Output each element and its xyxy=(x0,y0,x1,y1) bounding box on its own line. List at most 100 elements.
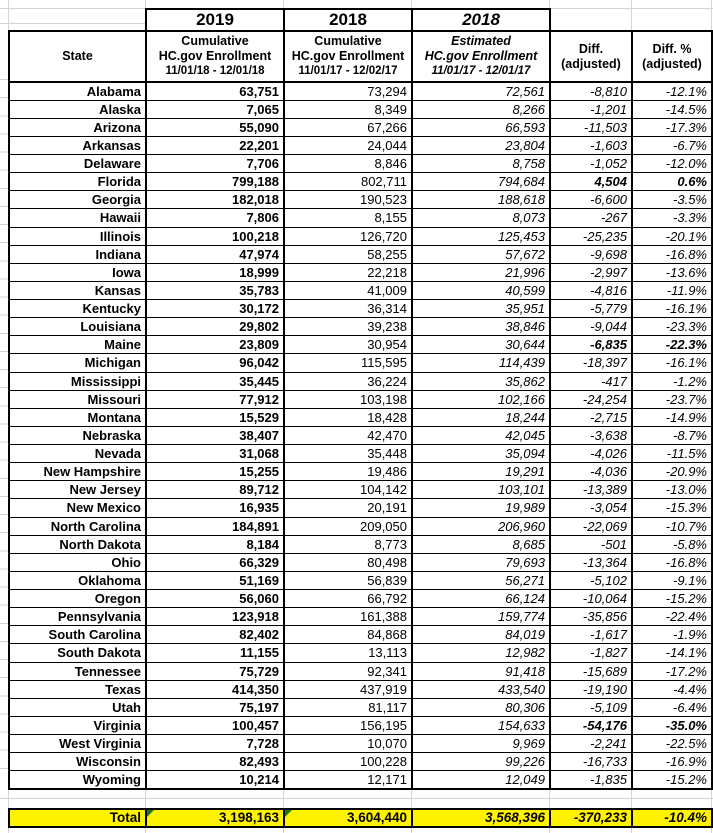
enrollment-2019-cell[interactable]: 414,350 xyxy=(145,679,285,699)
state-cell[interactable]: New Hampshire xyxy=(8,462,147,482)
diff-adjusted-cell[interactable]: -13,389 xyxy=(549,480,633,500)
enrollment-2019-cell[interactable]: 7,728 xyxy=(145,733,285,754)
enrollment-2018-estimated-cell[interactable]: 9,969 xyxy=(411,733,551,754)
enrollment-2018-cell[interactable]: 437,919 xyxy=(283,679,413,699)
diff-adjusted-cell[interactable]: -1,603 xyxy=(549,135,633,156)
enrollment-2018-cell[interactable]: 41,009 xyxy=(283,280,413,301)
empty-cell[interactable] xyxy=(632,827,712,833)
enrollment-2018-cell[interactable]: 42,470 xyxy=(283,425,413,446)
enrollment-2019-cell[interactable]: 38,407 xyxy=(145,425,285,446)
enrollment-2018-cell[interactable]: 81,117 xyxy=(283,697,413,717)
diff-adjusted-cell[interactable]: -5,779 xyxy=(549,298,633,319)
enrollment-2018-cell[interactable]: 36,314 xyxy=(283,298,413,319)
enrollment-2019-cell[interactable]: 55,090 xyxy=(145,117,285,137)
diff-adjusted-cell[interactable]: -18,397 xyxy=(549,353,633,373)
empty-cell[interactable] xyxy=(550,789,632,809)
diff-adjusted-cell[interactable]: -6,835 xyxy=(549,335,633,355)
enrollment-2018-cell[interactable]: 209,050 xyxy=(283,516,413,536)
diff-adjusted-cell[interactable]: -2,997 xyxy=(549,262,633,282)
enrollment-2018-cell[interactable]: 190,523 xyxy=(283,190,413,210)
diff-pct-adjusted-cell[interactable]: -10.7% xyxy=(631,516,713,536)
enrollment-2018-cell[interactable]: 56,839 xyxy=(283,570,413,591)
enrollment-2018-estimated-cell[interactable]: 42,045 xyxy=(411,425,551,446)
enrollment-2018-cell[interactable]: 104,142 xyxy=(283,480,413,500)
enrollment-2018-estimated-cell[interactable]: 72,561 xyxy=(411,81,551,101)
enrollment-2018-cell[interactable]: 24,044 xyxy=(283,135,413,156)
enrollment-2019-cell[interactable]: 63,751 xyxy=(145,81,285,101)
enrollment-2018-cell[interactable]: 100,228 xyxy=(283,752,413,772)
enrollment-2018-cell[interactable]: 67,266 xyxy=(283,117,413,137)
enrollment-2018-estimated-cell[interactable]: 23,804 xyxy=(411,135,551,156)
enrollment-2018-cell[interactable]: 84,868 xyxy=(283,625,413,645)
empty-cell[interactable] xyxy=(146,827,284,833)
diff-pct-adjusted-cell[interactable]: -14.5% xyxy=(631,99,713,119)
state-cell[interactable]: Mississippi xyxy=(8,371,147,391)
enrollment-2019-cell[interactable]: 15,255 xyxy=(145,462,285,482)
enrollment-2019-cell[interactable]: 23,809 xyxy=(145,335,285,355)
enrollment-2018-estimated-cell[interactable]: 19,989 xyxy=(411,498,551,518)
diff-pct-adjusted-cell[interactable]: -12.1% xyxy=(631,81,713,101)
enrollment-2019-cell[interactable]: 89,712 xyxy=(145,480,285,500)
state-cell[interactable]: Arizona xyxy=(8,117,147,137)
enrollment-2018-estimated-cell[interactable]: 79,693 xyxy=(411,552,551,572)
enrollment-2019-cell[interactable]: 123,918 xyxy=(145,607,285,627)
enrollment-2018-cell[interactable]: 22,218 xyxy=(283,262,413,282)
diff-adjusted-cell[interactable]: -1,827 xyxy=(549,643,633,663)
enrollment-2019-cell[interactable]: 182,018 xyxy=(145,190,285,210)
state-cell[interactable]: Illinois xyxy=(8,226,147,246)
state-cell[interactable]: Pennsylvania xyxy=(8,607,147,627)
enrollment-2018-estimated-cell[interactable]: 794,684 xyxy=(411,172,551,192)
diff-pct-adjusted-cell[interactable]: -35.0% xyxy=(631,715,713,736)
state-cell[interactable]: Georgia xyxy=(8,190,147,210)
enrollment-2019-cell[interactable]: 82,493 xyxy=(145,752,285,772)
empty-cell[interactable] xyxy=(146,789,284,809)
diff-adjusted-cell[interactable]: -25,235 xyxy=(549,226,633,246)
enrollment-2018-cell[interactable]: 92,341 xyxy=(283,661,413,681)
diff-pct-adjusted-cell[interactable]: -14.9% xyxy=(631,407,713,427)
enrollment-2018-estimated-cell[interactable]: 84,019 xyxy=(411,625,551,645)
diff-adjusted-cell[interactable]: -9,698 xyxy=(549,244,633,264)
empty-cell[interactable] xyxy=(9,789,146,809)
diff-adjusted-cell[interactable]: -4,036 xyxy=(549,462,633,482)
empty-cell[interactable] xyxy=(284,827,412,833)
state-cell[interactable]: Wisconsin xyxy=(8,752,147,772)
column-header-2018-estimated[interactable]: Estimated HC.gov Enrollment 11/01/17 - 1… xyxy=(411,30,551,83)
enrollment-2018-cell[interactable]: 8,846 xyxy=(283,153,413,174)
diff-adjusted-cell[interactable]: -16,733 xyxy=(549,752,633,772)
total-label-cell[interactable]: Total xyxy=(8,807,147,828)
state-cell[interactable]: South Dakota xyxy=(8,643,147,663)
diff-pct-adjusted-cell[interactable]: -4.4% xyxy=(631,679,713,699)
state-cell[interactable]: Missouri xyxy=(8,389,147,409)
diff-pct-adjusted-cell[interactable]: -17.2% xyxy=(631,661,713,681)
diff-adjusted-cell[interactable]: -11,503 xyxy=(549,117,633,137)
enrollment-2018-estimated-cell[interactable]: 38,846 xyxy=(411,317,551,337)
enrollment-2019-cell[interactable]: 51,169 xyxy=(145,570,285,591)
enrollment-2018-estimated-cell[interactable]: 35,862 xyxy=(411,371,551,391)
state-cell[interactable]: Alaska xyxy=(8,99,147,119)
diff-pct-adjusted-cell[interactable]: -3.5% xyxy=(631,190,713,210)
diff-pct-adjusted-cell[interactable]: -8.7% xyxy=(631,425,713,446)
diff-adjusted-cell[interactable]: -1,617 xyxy=(549,625,633,645)
year-header-2018-estimated[interactable]: 2018 xyxy=(411,8,551,32)
enrollment-2019-cell[interactable]: 22,201 xyxy=(145,135,285,156)
diff-adjusted-cell[interactable]: -1,201 xyxy=(549,99,633,119)
diff-adjusted-cell[interactable]: -5,109 xyxy=(549,697,633,717)
enrollment-2018-cell[interactable]: 73,294 xyxy=(283,81,413,101)
diff-pct-adjusted-cell[interactable]: -17.3% xyxy=(631,117,713,137)
diff-adjusted-cell[interactable]: -501 xyxy=(549,534,633,554)
enrollment-2019-cell[interactable]: 82,402 xyxy=(145,625,285,645)
state-cell[interactable]: Texas xyxy=(8,679,147,699)
state-cell[interactable]: Oregon xyxy=(8,588,147,609)
enrollment-2018-cell[interactable]: 161,388 xyxy=(283,607,413,627)
empty-cell[interactable] xyxy=(632,9,712,31)
diff-adjusted-cell[interactable]: -19,190 xyxy=(549,679,633,699)
diff-adjusted-cell[interactable]: -8,810 xyxy=(549,81,633,101)
enrollment-2019-cell[interactable]: 184,891 xyxy=(145,516,285,536)
column-header-diff-adjusted[interactable]: Diff. (adjusted) xyxy=(549,30,633,83)
enrollment-2018-cell[interactable]: 115,595 xyxy=(283,353,413,373)
diff-pct-adjusted-cell[interactable]: -1.2% xyxy=(631,371,713,391)
diff-adjusted-cell[interactable]: -35,856 xyxy=(549,607,633,627)
diff-adjusted-cell[interactable]: -4,816 xyxy=(549,280,633,301)
diff-adjusted-cell[interactable]: -13,364 xyxy=(549,552,633,572)
state-cell[interactable]: Michigan xyxy=(8,353,147,373)
